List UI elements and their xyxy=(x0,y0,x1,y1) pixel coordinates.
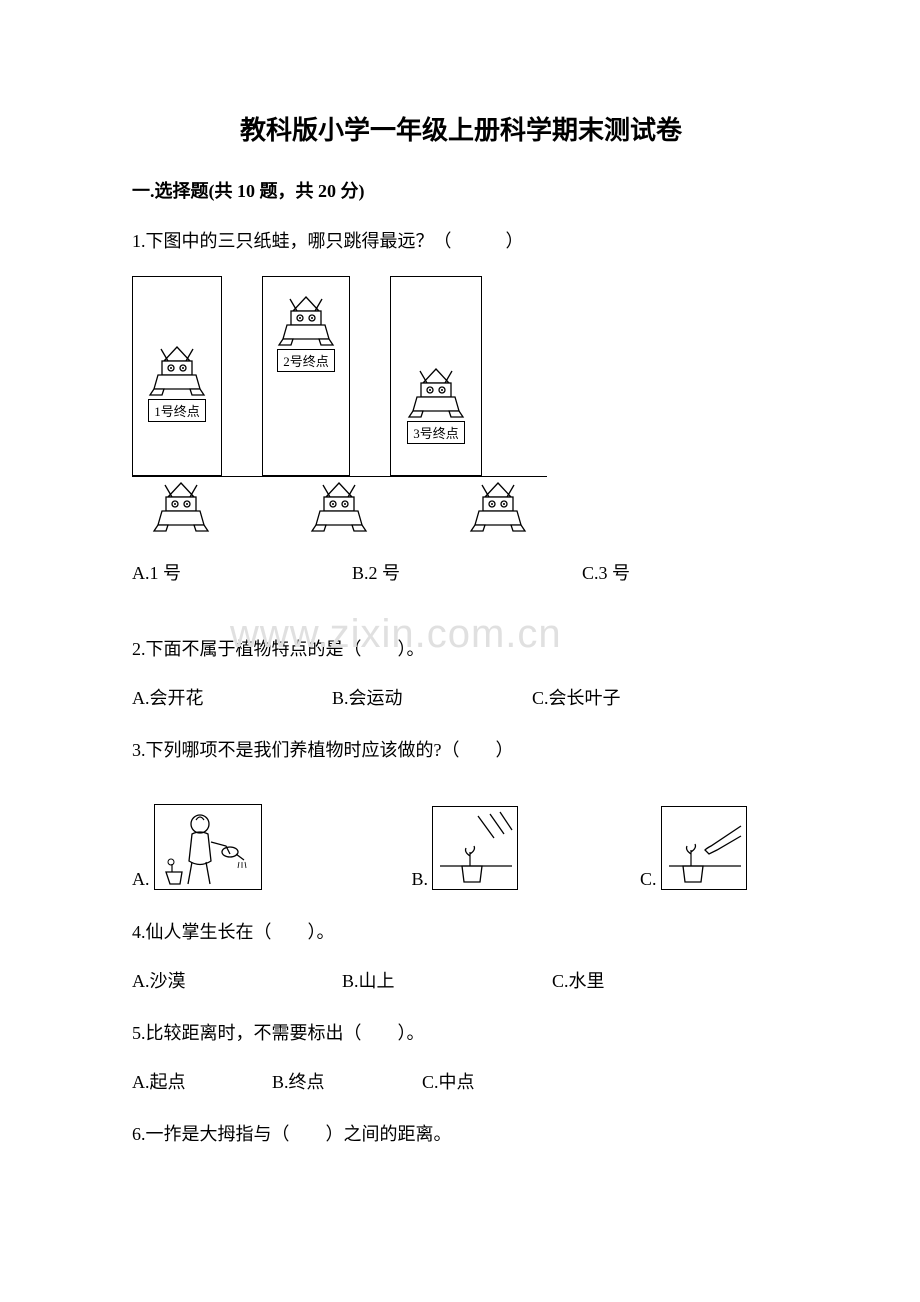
q1-track1-label: 1号终点 xyxy=(148,399,206,422)
frog-icon xyxy=(152,481,210,533)
q3-option-c-label: C. xyxy=(640,869,657,890)
q3-option-b-label: B. xyxy=(412,869,429,890)
q3-option-c: C. xyxy=(640,806,747,890)
q2-option-a: A.会开花 xyxy=(132,684,332,710)
q3-option-b: B. xyxy=(412,806,519,890)
frog-icon xyxy=(469,481,527,533)
q1-start-frogs xyxy=(132,476,547,533)
q3-options: A. B. xyxy=(132,804,790,890)
frog-icon xyxy=(277,295,335,347)
q5-option-a: A.起点 xyxy=(132,1068,272,1094)
q3-text: 3.下列哪项不是我们养植物时应该做的?（ ） xyxy=(132,736,790,765)
q2-option-b: B.会运动 xyxy=(332,684,532,710)
q3-option-a: A. xyxy=(132,804,262,890)
frog-icon xyxy=(148,345,206,397)
q1-figure-tracks: 1号终点 2号终点 xyxy=(132,276,790,476)
q3-option-a-label: A. xyxy=(132,869,150,890)
q5-option-c: C.中点 xyxy=(422,1068,475,1094)
q4-option-a: A.沙漠 xyxy=(132,967,342,993)
q1-track-2: 2号终点 xyxy=(262,276,350,476)
q1-track3-label: 3号终点 xyxy=(407,421,465,444)
q5-options: A.起点 B.终点 C.中点 xyxy=(132,1068,790,1094)
q2-options: A.会开花 B.会运动 C.会长叶子 xyxy=(132,684,790,710)
q1-text: 1.下图中的三只纸蛙，哪只跳得最远？（ ） xyxy=(132,227,790,256)
q4-options: A.沙漠 B.山上 C.水里 xyxy=(132,967,790,993)
q5-text: 5.比较距离时，不需要标出（ ）。 xyxy=(132,1019,790,1048)
q1-option-c: C.3 号 xyxy=(582,559,630,585)
q1-option-b: B.2 号 xyxy=(352,559,582,585)
q1-option-a: A.1 号 xyxy=(132,559,352,585)
q2-option-c: C.会长叶子 xyxy=(532,684,621,710)
q3-image-watering xyxy=(154,804,262,890)
frog-icon xyxy=(407,367,465,419)
section-header: 一.选择题(共 10 题，共 20 分) xyxy=(132,177,790,203)
q6-text: 6.一拃是大拇指与（ ）之间的距离。 xyxy=(132,1120,790,1149)
q1-track-1: 1号终点 xyxy=(132,276,222,476)
q5-option-b: B.终点 xyxy=(272,1068,422,1094)
q2-text: 2.下面不属于植物特点的是（ ）。 xyxy=(132,635,790,664)
q4-option-b: B.山上 xyxy=(342,967,552,993)
q4-text: 4.仙人掌生长在（ ）。 xyxy=(132,918,790,947)
frog-icon xyxy=(310,481,368,533)
q4-option-c: C.水里 xyxy=(552,967,605,993)
q1-track2-label: 2号终点 xyxy=(277,349,335,372)
q1-track-3: 3号终点 xyxy=(390,276,482,476)
page-title: 教科版小学一年级上册科学期末测试卷 xyxy=(132,110,790,147)
q3-image-touching xyxy=(661,806,747,890)
q3-image-sunlight xyxy=(432,806,518,890)
q1-options: A.1 号 B.2 号 C.3 号 xyxy=(132,559,790,585)
